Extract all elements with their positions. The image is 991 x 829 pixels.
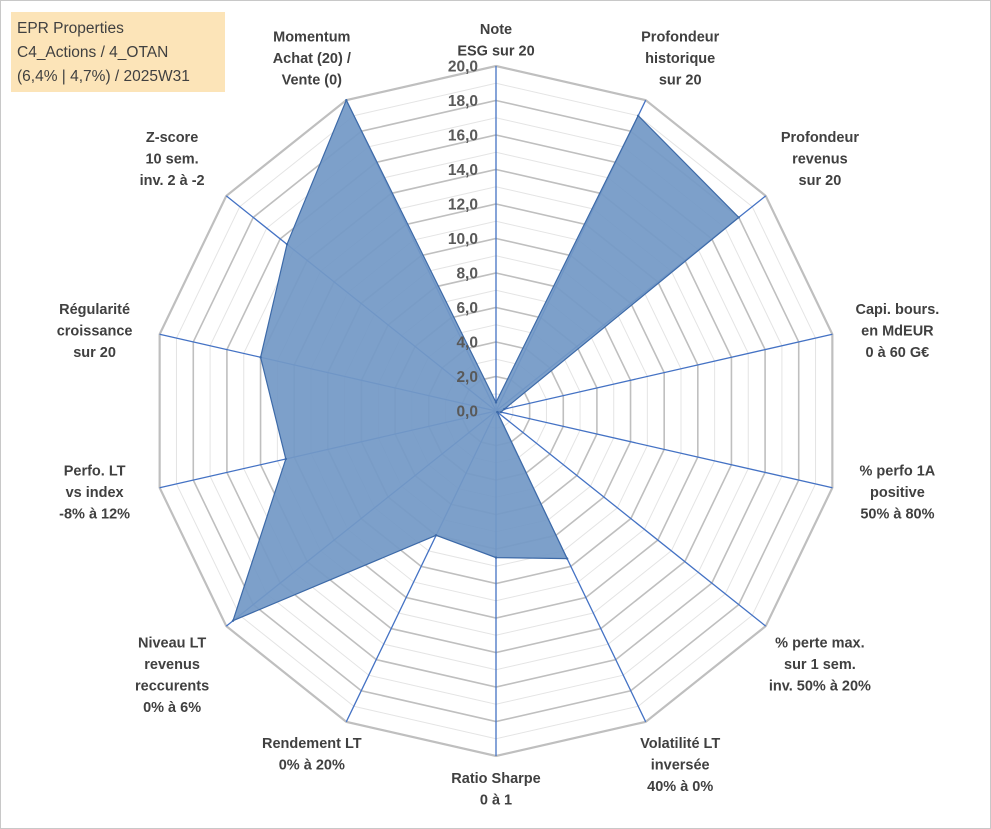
axis-label: Volatilité LT inversée 40% à 0% bbox=[640, 736, 720, 795]
data-point bbox=[259, 356, 262, 359]
tick-label: 16,0 bbox=[448, 128, 478, 145]
tick-label: 12,0 bbox=[448, 197, 478, 214]
data-point bbox=[496, 410, 499, 414]
axis-label: Rendement LT 0% à 20% bbox=[262, 736, 362, 774]
axis-spoke bbox=[495, 410, 833, 489]
stats-line: (6,4% | 4,7%) / 2025W31 bbox=[17, 68, 190, 85]
axis-label: Niveau LT revenus reccurents 0% à 6% bbox=[135, 635, 209, 716]
axis-label: % perte max. sur 1 sem. inv. 50% à 20% bbox=[769, 635, 871, 694]
category-line: C4_Actions / 4_OTAN bbox=[17, 44, 169, 61]
data-point bbox=[284, 457, 287, 461]
tick-label: 8,0 bbox=[456, 266, 478, 283]
axis-spoke bbox=[495, 410, 767, 627]
axis-labels: Note ESG sur 20 Profondeur historique sur 20… bbox=[57, 22, 940, 809]
data-point bbox=[499, 411, 503, 414]
axis-label: Z-score 10 sem. inv. 2 à -2 bbox=[140, 130, 205, 189]
data-point bbox=[565, 557, 569, 560]
tick-label: 14,0 bbox=[448, 162, 478, 179]
data-point bbox=[434, 534, 438, 537]
tick-label: 10,0 bbox=[448, 231, 478, 248]
tick-label: 4,0 bbox=[456, 335, 478, 352]
axis-label: Régularité croissance sur 20 bbox=[57, 302, 133, 361]
axis-spoke bbox=[495, 333, 833, 412]
data-point bbox=[231, 619, 235, 622]
tick-label: 18,0 bbox=[448, 93, 478, 110]
series-layer bbox=[231, 98, 740, 622]
company-name: EPR Properties bbox=[17, 20, 124, 37]
axis-label: % perfo 1A positive 50% à 80% bbox=[860, 464, 936, 523]
axis-label: Perfo. LT vs index -8% à 12% bbox=[59, 464, 130, 523]
data-point bbox=[503, 407, 506, 411]
tick-label: 0,0 bbox=[456, 404, 478, 421]
axis-label: Ratio Sharpe 0 à 1 bbox=[451, 771, 540, 809]
axis-label: Note ESG sur 20 bbox=[457, 22, 534, 60]
tick-label: 20,0 bbox=[448, 59, 478, 76]
tick-label: 2,0 bbox=[456, 369, 478, 386]
axis-label: Profondeur historique sur 20 bbox=[641, 29, 719, 88]
tick-labels: 0,0 2,0 4,0 6,0 8,0 10,0 12,0 14,0 16,0 18,0 20,0 bbox=[448, 59, 478, 421]
data-point bbox=[637, 114, 640, 117]
series-area bbox=[232, 98, 740, 622]
data-point bbox=[737, 216, 740, 219]
data-point bbox=[345, 99, 348, 102]
axis-label: Profondeur revenus sur 20 bbox=[781, 130, 859, 189]
axis-label: Momentum Achat (20) / Vente (0) bbox=[273, 29, 351, 88]
axis-label: Capi. bours. en MdEUR 0 à 60 G€ bbox=[856, 302, 940, 361]
tick-label: 6,0 bbox=[456, 300, 478, 317]
info-box: EPR Properties C4_Actions / 4_OTAN (6,4%… bbox=[11, 12, 225, 92]
data-point bbox=[494, 556, 498, 559]
data-point bbox=[494, 401, 498, 404]
data-point bbox=[285, 243, 289, 246]
